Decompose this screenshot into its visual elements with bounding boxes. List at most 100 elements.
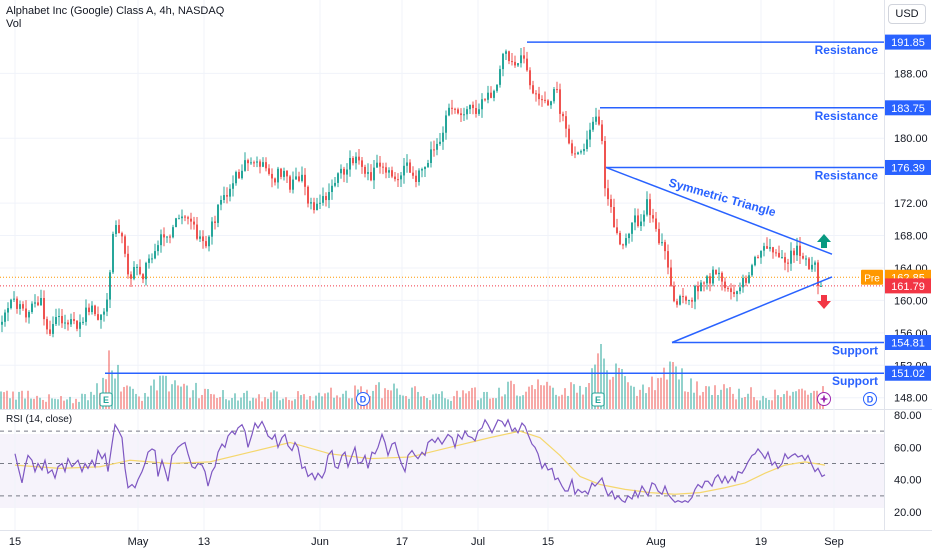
volume-bar — [462, 390, 464, 409]
volume-bar — [198, 398, 200, 409]
candle-body — [586, 139, 588, 150]
candle-body — [397, 179, 399, 181]
candle-body — [1, 321, 3, 325]
candle-body — [424, 166, 426, 170]
volume-bar — [330, 387, 332, 409]
volume-bar — [231, 397, 233, 409]
volume-bar — [636, 395, 638, 409]
volume-bar — [570, 382, 572, 409]
volume-bar — [444, 398, 446, 409]
volume-bar — [348, 398, 350, 409]
volume-bar — [51, 398, 53, 409]
volume-bar — [240, 397, 242, 409]
candle-body — [517, 63, 519, 66]
candle-body — [415, 175, 417, 182]
volume-bar — [270, 392, 272, 409]
volume-bar — [501, 396, 503, 409]
candle-body — [718, 272, 720, 275]
volume-bar — [27, 390, 29, 409]
candle-body — [52, 324, 54, 334]
volume-bar — [642, 384, 644, 409]
candle-body — [490, 92, 492, 98]
volume-bar — [684, 391, 686, 409]
candle-body — [238, 172, 240, 179]
volume-bar — [252, 397, 254, 409]
candle-body — [364, 166, 366, 174]
volume-bar — [468, 391, 470, 409]
triangle-upper-line — [605, 166, 833, 255]
volume-bar — [381, 398, 383, 409]
candle-body — [817, 262, 819, 286]
candle-body — [193, 221, 195, 225]
volume-bar — [456, 390, 458, 409]
volume-bar — [603, 358, 605, 409]
volume-bar — [312, 400, 314, 409]
volume-bar — [201, 394, 203, 409]
price-tick-label: 180.00 — [894, 133, 928, 145]
volume-bar — [567, 395, 569, 409]
candle-body — [457, 109, 459, 114]
time-tick-label: Sep — [824, 536, 844, 548]
volume-bar — [69, 396, 71, 409]
volume-bar — [648, 387, 650, 409]
volume-bar — [342, 393, 344, 409]
candle-body — [172, 227, 174, 238]
candle-body — [166, 236, 168, 238]
candle-body — [148, 258, 150, 263]
volume-bar — [441, 391, 443, 409]
volume-bar — [621, 369, 623, 409]
candle-body — [511, 61, 513, 63]
volume-bar — [726, 388, 728, 409]
candle-body — [541, 99, 543, 101]
volume-bar — [21, 390, 23, 409]
volume-bar — [111, 370, 113, 409]
candle-body — [340, 168, 342, 174]
candle-body — [742, 277, 744, 288]
volume-bar — [720, 389, 722, 409]
candle-body — [760, 250, 762, 258]
resistance-label: Resistance — [815, 168, 879, 182]
volume-bar — [195, 382, 197, 409]
candle-body — [481, 99, 483, 110]
volume-bar — [279, 400, 281, 409]
volume-bar — [15, 399, 17, 409]
candle-body — [520, 55, 522, 64]
candle-body — [640, 221, 642, 227]
candle-body — [109, 272, 111, 300]
volume-bar — [576, 392, 578, 409]
candle-body — [178, 218, 180, 220]
candle-body — [646, 199, 648, 215]
candle-body — [361, 160, 363, 167]
candle-body — [154, 251, 156, 259]
volume-bar — [123, 386, 125, 409]
volume-bar — [276, 391, 278, 409]
volume-bar — [393, 383, 395, 409]
volume-bar — [336, 395, 338, 409]
candle-body — [589, 129, 591, 140]
dividend-badge-label: D — [867, 395, 874, 405]
currency-button[interactable]: USD — [888, 4, 926, 24]
volume-bar — [345, 390, 347, 409]
candles — [1, 46, 822, 338]
candle-body — [130, 274, 132, 279]
volume-bar — [339, 397, 341, 409]
candle-body — [169, 236, 171, 238]
candle-body — [343, 168, 345, 175]
candle-body — [349, 157, 351, 170]
candle-body — [820, 285, 822, 287]
candle-body — [202, 236, 204, 242]
volume-bar — [282, 398, 284, 409]
candle-body — [181, 216, 183, 219]
candle-body — [772, 247, 774, 253]
volume-bar — [45, 401, 47, 409]
candle-body — [28, 311, 30, 318]
candle-body — [127, 253, 129, 275]
candle-body — [643, 214, 645, 222]
volume-bar — [6, 390, 8, 409]
volume-bar — [489, 398, 491, 409]
candle-body — [775, 252, 777, 254]
candle-body — [16, 298, 18, 309]
volume-bar — [354, 385, 356, 409]
candle-body — [562, 113, 564, 117]
